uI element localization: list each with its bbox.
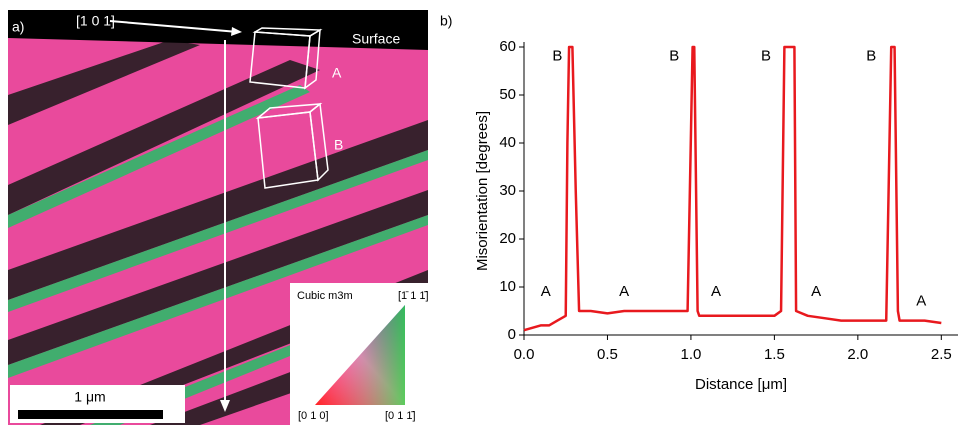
y-tick-label: 30 (499, 182, 516, 199)
y-axis-label: Misorientation [degrees] (474, 111, 491, 271)
x-tick-label: 0.0 (514, 346, 535, 363)
annotation: A (541, 283, 551, 300)
panel-label: a) (12, 19, 24, 35)
direction-arrow (109, 20, 239, 33)
x-tick-label: 0.5 (597, 346, 618, 363)
x-tick-label: 1.5 (764, 346, 785, 363)
data-line (523, 45, 942, 332)
annotation: A (619, 283, 629, 300)
annotation: B (761, 48, 771, 65)
key-left: [0 1 0] (298, 410, 329, 422)
y-tick-label: 10 (499, 278, 516, 295)
key-right: [0 1 1̄] (385, 410, 416, 422)
chart-title: b) (440, 13, 452, 29)
x-tick-label: 2.5 (931, 346, 952, 363)
cube-label: B (334, 137, 343, 153)
scale-label: 1 μm (74, 389, 105, 405)
x-axis-label: Distance [μm] (695, 376, 787, 393)
annotation: B (552, 48, 562, 65)
surface-label: Surface (352, 31, 400, 47)
y-tick-label: 0 (508, 326, 516, 343)
annotation: A (811, 283, 821, 300)
key-triangle-overlay (315, 305, 405, 405)
x-tick-label: 2.0 (847, 346, 868, 363)
y-tick-label: 40 (499, 134, 516, 151)
direction-label: [1 0 1] (76, 13, 115, 29)
scale-bar (18, 410, 163, 419)
cubes (249, 27, 329, 189)
cube-label: A (332, 65, 342, 81)
annotation: A (916, 292, 926, 309)
arrowhead (231, 27, 242, 36)
chart: b) Distance [μm] Misorientation [degrees… (440, 13, 958, 393)
arrowhead (220, 400, 230, 412)
annotation: B (866, 48, 876, 65)
micrograph: a) [1 0 1] Surface A B 1 μm Cubic m3m [1… (8, 10, 429, 425)
annotation: B (669, 48, 679, 65)
annotation: A (711, 283, 721, 300)
x-tick-label: 1.0 (680, 346, 701, 363)
key-title: Cubic m3m (297, 290, 353, 302)
y-tick-label: 50 (499, 86, 516, 103)
key-top: [1̄ 1 1̄] (398, 290, 429, 302)
y-tick-label: 20 (499, 230, 516, 247)
y-tick-label: 60 (499, 38, 516, 55)
